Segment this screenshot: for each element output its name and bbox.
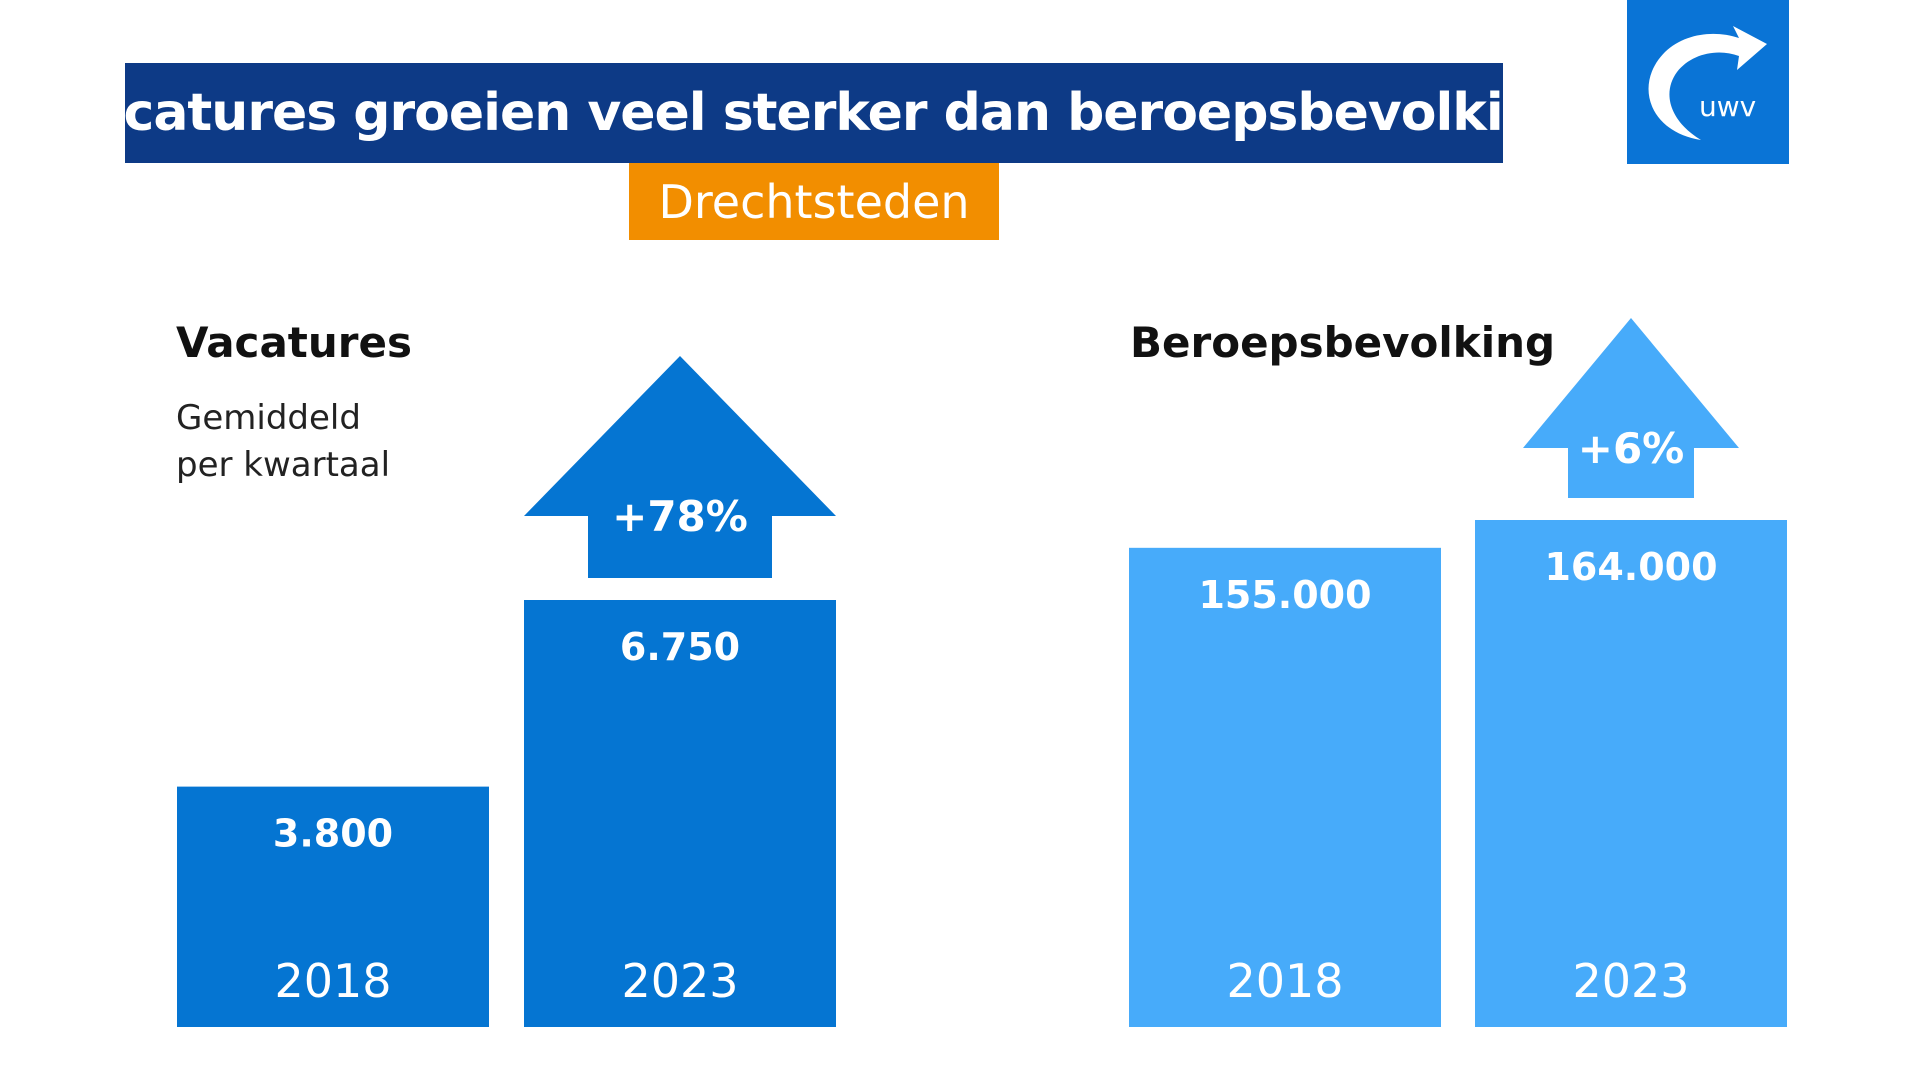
region-badge: Drechtsteden [629,163,999,240]
value-label-vacatures-2018: 3.800 [273,812,393,856]
change-label-vacatures: +78% [612,492,748,541]
beroepsbevolking-panel-title: Beroepsbevolking [1130,318,1556,367]
value-label-vacatures-2023: 6.750 [620,625,740,669]
growth-arrow-beroepsbevolking [1523,318,1739,498]
bar-vacatures-2018 [177,786,489,1027]
bar-vacatures-2023 [524,600,836,1027]
uwv-logo: uwv [1627,0,1789,164]
year-label-beroepsbevolking-2023: 2023 [1572,954,1689,1008]
year-label-beroepsbevolking-2018: 2018 [1226,954,1343,1008]
value-label-beroepsbevolking-2023: 164.000 [1544,545,1717,589]
year-label-vacatures-2018: 2018 [274,954,391,1008]
uwv-swoosh-icon [1648,26,1767,140]
change-label-beroepsbevolking: +6% [1578,424,1685,473]
value-label-beroepsbevolking-2018: 155.000 [1198,573,1371,617]
bar-beroepsbevolking-2023 [1475,520,1787,1027]
logo-text: uwv [1699,90,1757,123]
year-label-vacatures-2023: 2023 [621,954,738,1008]
vacatures-panel-title: Vacatures [176,318,412,367]
chart-title: Vacatures groeien veel sterker dan beroe… [53,63,1576,163]
vacatures-panel-subtitle: Gemiddeld per kwartaal [176,398,391,485]
growth-arrow-vacatures [524,356,836,578]
bar-beroepsbevolking-2018 [1129,547,1441,1027]
